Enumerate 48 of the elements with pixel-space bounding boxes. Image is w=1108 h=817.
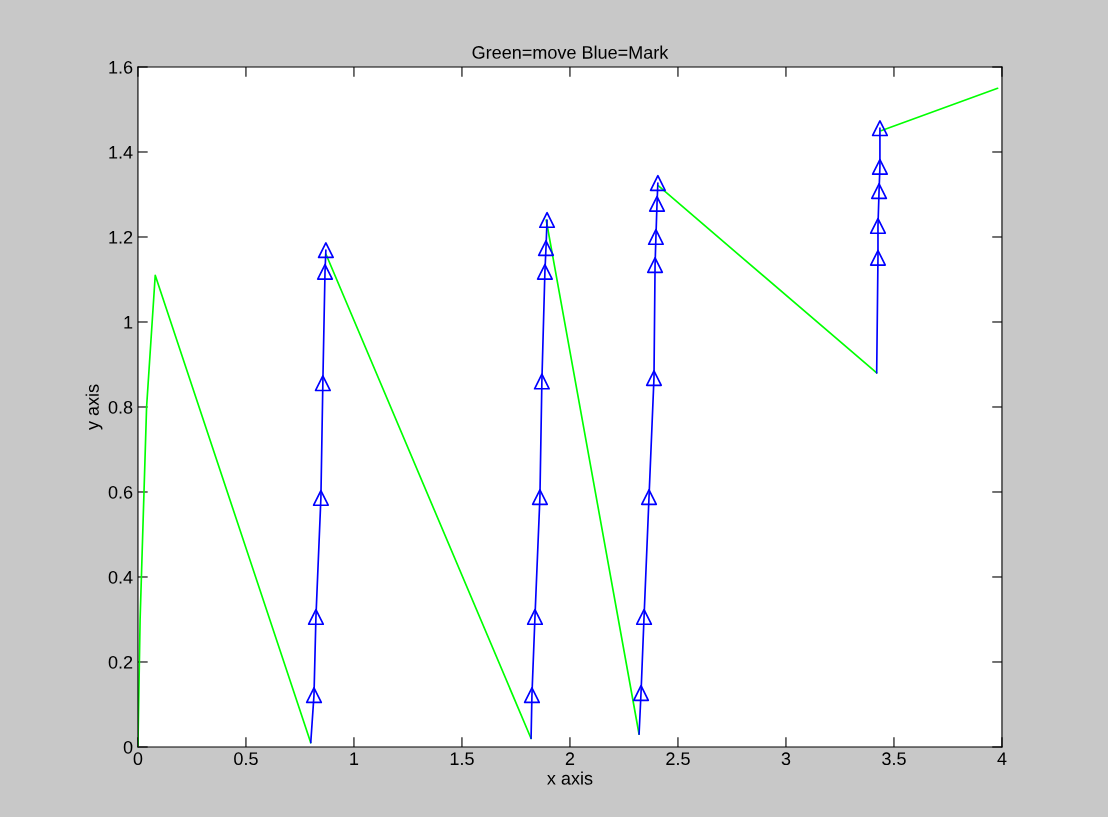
point (307, 608, 325, 626)
chart-title: Green=move Blue=Mark (472, 45, 669, 59)
x-tick-label: 3.5 (882, 752, 906, 766)
point (538, 211, 556, 229)
point (536, 263, 554, 280)
point (646, 256, 664, 274)
point (523, 687, 541, 704)
point (533, 373, 550, 390)
point (526, 608, 544, 626)
point (635, 608, 653, 626)
point (870, 182, 888, 200)
point (871, 158, 889, 175)
x-tick-label: 2 (565, 752, 575, 765)
point (869, 217, 887, 235)
point (648, 195, 666, 212)
point (871, 120, 889, 137)
y-axis-title: y axis (85, 384, 103, 431)
point (869, 249, 887, 266)
point (640, 488, 658, 506)
point (649, 174, 666, 192)
x-tick-label: 4 (997, 752, 1007, 765)
y-tick-label: 0.8 (108, 400, 133, 414)
point (647, 228, 665, 246)
y-tick-label: 1.4 (109, 146, 133, 159)
y-tick-label: 1 (124, 316, 133, 329)
point (305, 687, 323, 704)
x-tick-label: 0.5 (234, 752, 258, 766)
point (645, 369, 663, 387)
point (537, 239, 555, 257)
y-tick-label: 1.6 (109, 60, 133, 74)
line-series (137, 274, 312, 747)
y-tick-label: 0.6 (108, 485, 133, 499)
point (314, 375, 331, 392)
point (312, 489, 330, 507)
y-tick-label: 0 (123, 740, 133, 754)
point (317, 242, 334, 259)
x-tick-label: 3 (781, 752, 791, 766)
y-tick-label: 0.2 (108, 655, 133, 669)
point (531, 488, 549, 506)
x-axis-title: x axis (547, 771, 593, 785)
x-tick-label: 1 (350, 752, 359, 765)
x-tick-label: 2.5 (666, 752, 690, 766)
y-tick-label: 1.2 (109, 230, 133, 244)
x-tick-label: 0 (133, 752, 143, 766)
point (632, 684, 650, 702)
point (316, 263, 334, 280)
y-tick-label: 0.4 (108, 570, 133, 584)
x-tick-label: 1.5 (450, 752, 474, 766)
